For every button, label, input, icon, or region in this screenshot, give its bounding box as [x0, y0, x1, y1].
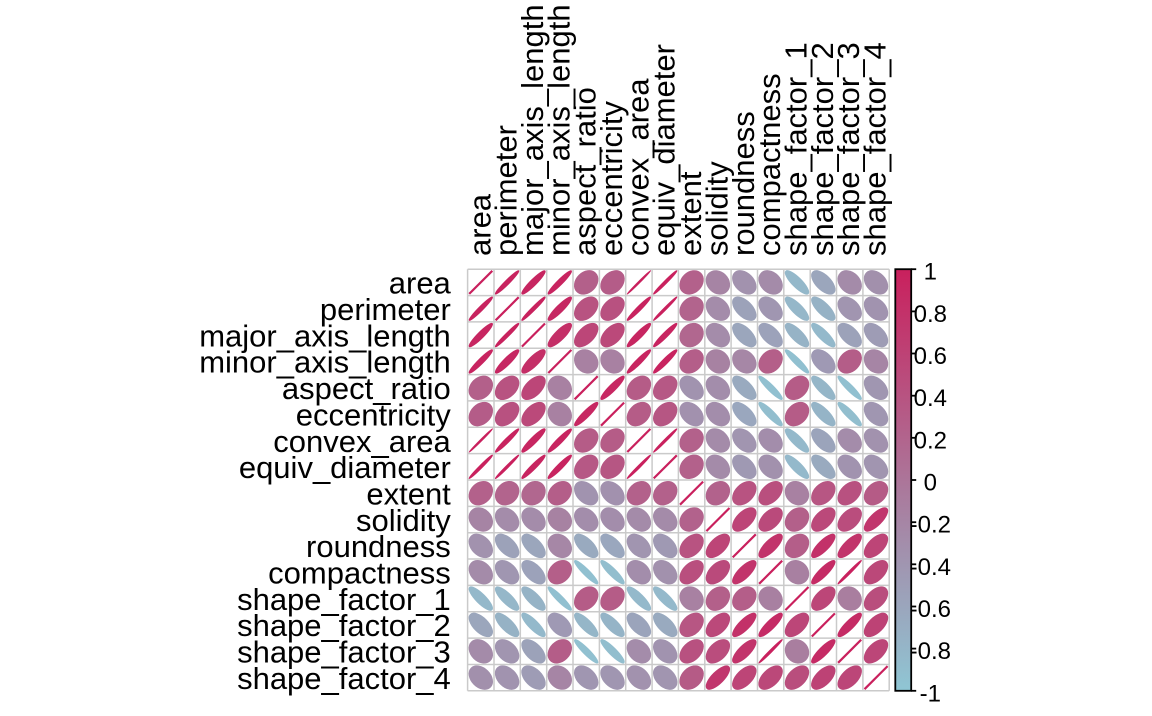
svg-text:shape_factor_3: shape_factor_3: [237, 635, 451, 670]
svg-text:convex_area: convex_area: [273, 424, 451, 459]
svg-text:equiv_diameter: equiv_diameter: [647, 44, 682, 256]
svg-text:extent: extent: [673, 171, 708, 256]
svg-text:0.6: 0.6: [914, 343, 947, 370]
svg-text:roundness: roundness: [726, 111, 761, 256]
svg-text:perimeter: perimeter: [489, 125, 524, 256]
svg-text:-0.2: -0.2: [910, 512, 951, 539]
svg-text:convex_area: convex_area: [620, 78, 655, 256]
svg-text:shape_factor_4: shape_factor_4: [858, 42, 893, 256]
svg-text:major_axis_length: major_axis_length: [199, 318, 451, 353]
svg-text:0.8: 0.8: [914, 301, 947, 328]
svg-text:solidity: solidity: [699, 161, 734, 256]
svg-text:area: area: [389, 266, 452, 301]
svg-text:0.2: 0.2: [914, 427, 947, 454]
svg-text:-0.6: -0.6: [910, 596, 951, 623]
svg-text:aspect_ratio: aspect_ratio: [282, 371, 451, 406]
svg-text:minor_axis_length: minor_axis_length: [199, 345, 451, 380]
svg-text:extent: extent: [366, 477, 451, 512]
svg-text:eccentricity: eccentricity: [594, 100, 629, 256]
svg-text:shape_factor_3: shape_factor_3: [831, 42, 866, 256]
svg-text:shape_factor_2: shape_factor_2: [805, 42, 840, 256]
svg-text:-0.8: -0.8: [910, 638, 951, 665]
svg-text:shape_factor_1: shape_factor_1: [237, 582, 451, 617]
svg-text:shape_factor_2: shape_factor_2: [237, 608, 451, 643]
svg-text:compactness: compactness: [268, 556, 451, 591]
svg-text:minor_axis_length: minor_axis_length: [541, 4, 576, 256]
svg-text:equiv_diameter: equiv_diameter: [239, 450, 451, 485]
svg-text:0: 0: [924, 470, 937, 497]
svg-text:aspect_ratio: aspect_ratio: [568, 87, 603, 256]
svg-text:shape_factor_4: shape_factor_4: [237, 661, 451, 696]
svg-text:shape_factor_1: shape_factor_1: [779, 42, 814, 256]
svg-text:-0.4: -0.4: [910, 554, 951, 581]
svg-text:area: area: [462, 193, 497, 256]
svg-text:1: 1: [924, 259, 937, 286]
svg-text:eccentricity: eccentricity: [296, 397, 452, 432]
svg-text:0.4: 0.4: [914, 385, 947, 412]
svg-text:solidity: solidity: [356, 503, 451, 538]
svg-text:perimeter: perimeter: [320, 292, 451, 327]
svg-text:major_axis_length: major_axis_length: [515, 4, 550, 256]
svg-text:-1: -1: [920, 680, 941, 707]
svg-text:compactness: compactness: [752, 73, 787, 256]
svg-text:roundness: roundness: [306, 529, 451, 564]
